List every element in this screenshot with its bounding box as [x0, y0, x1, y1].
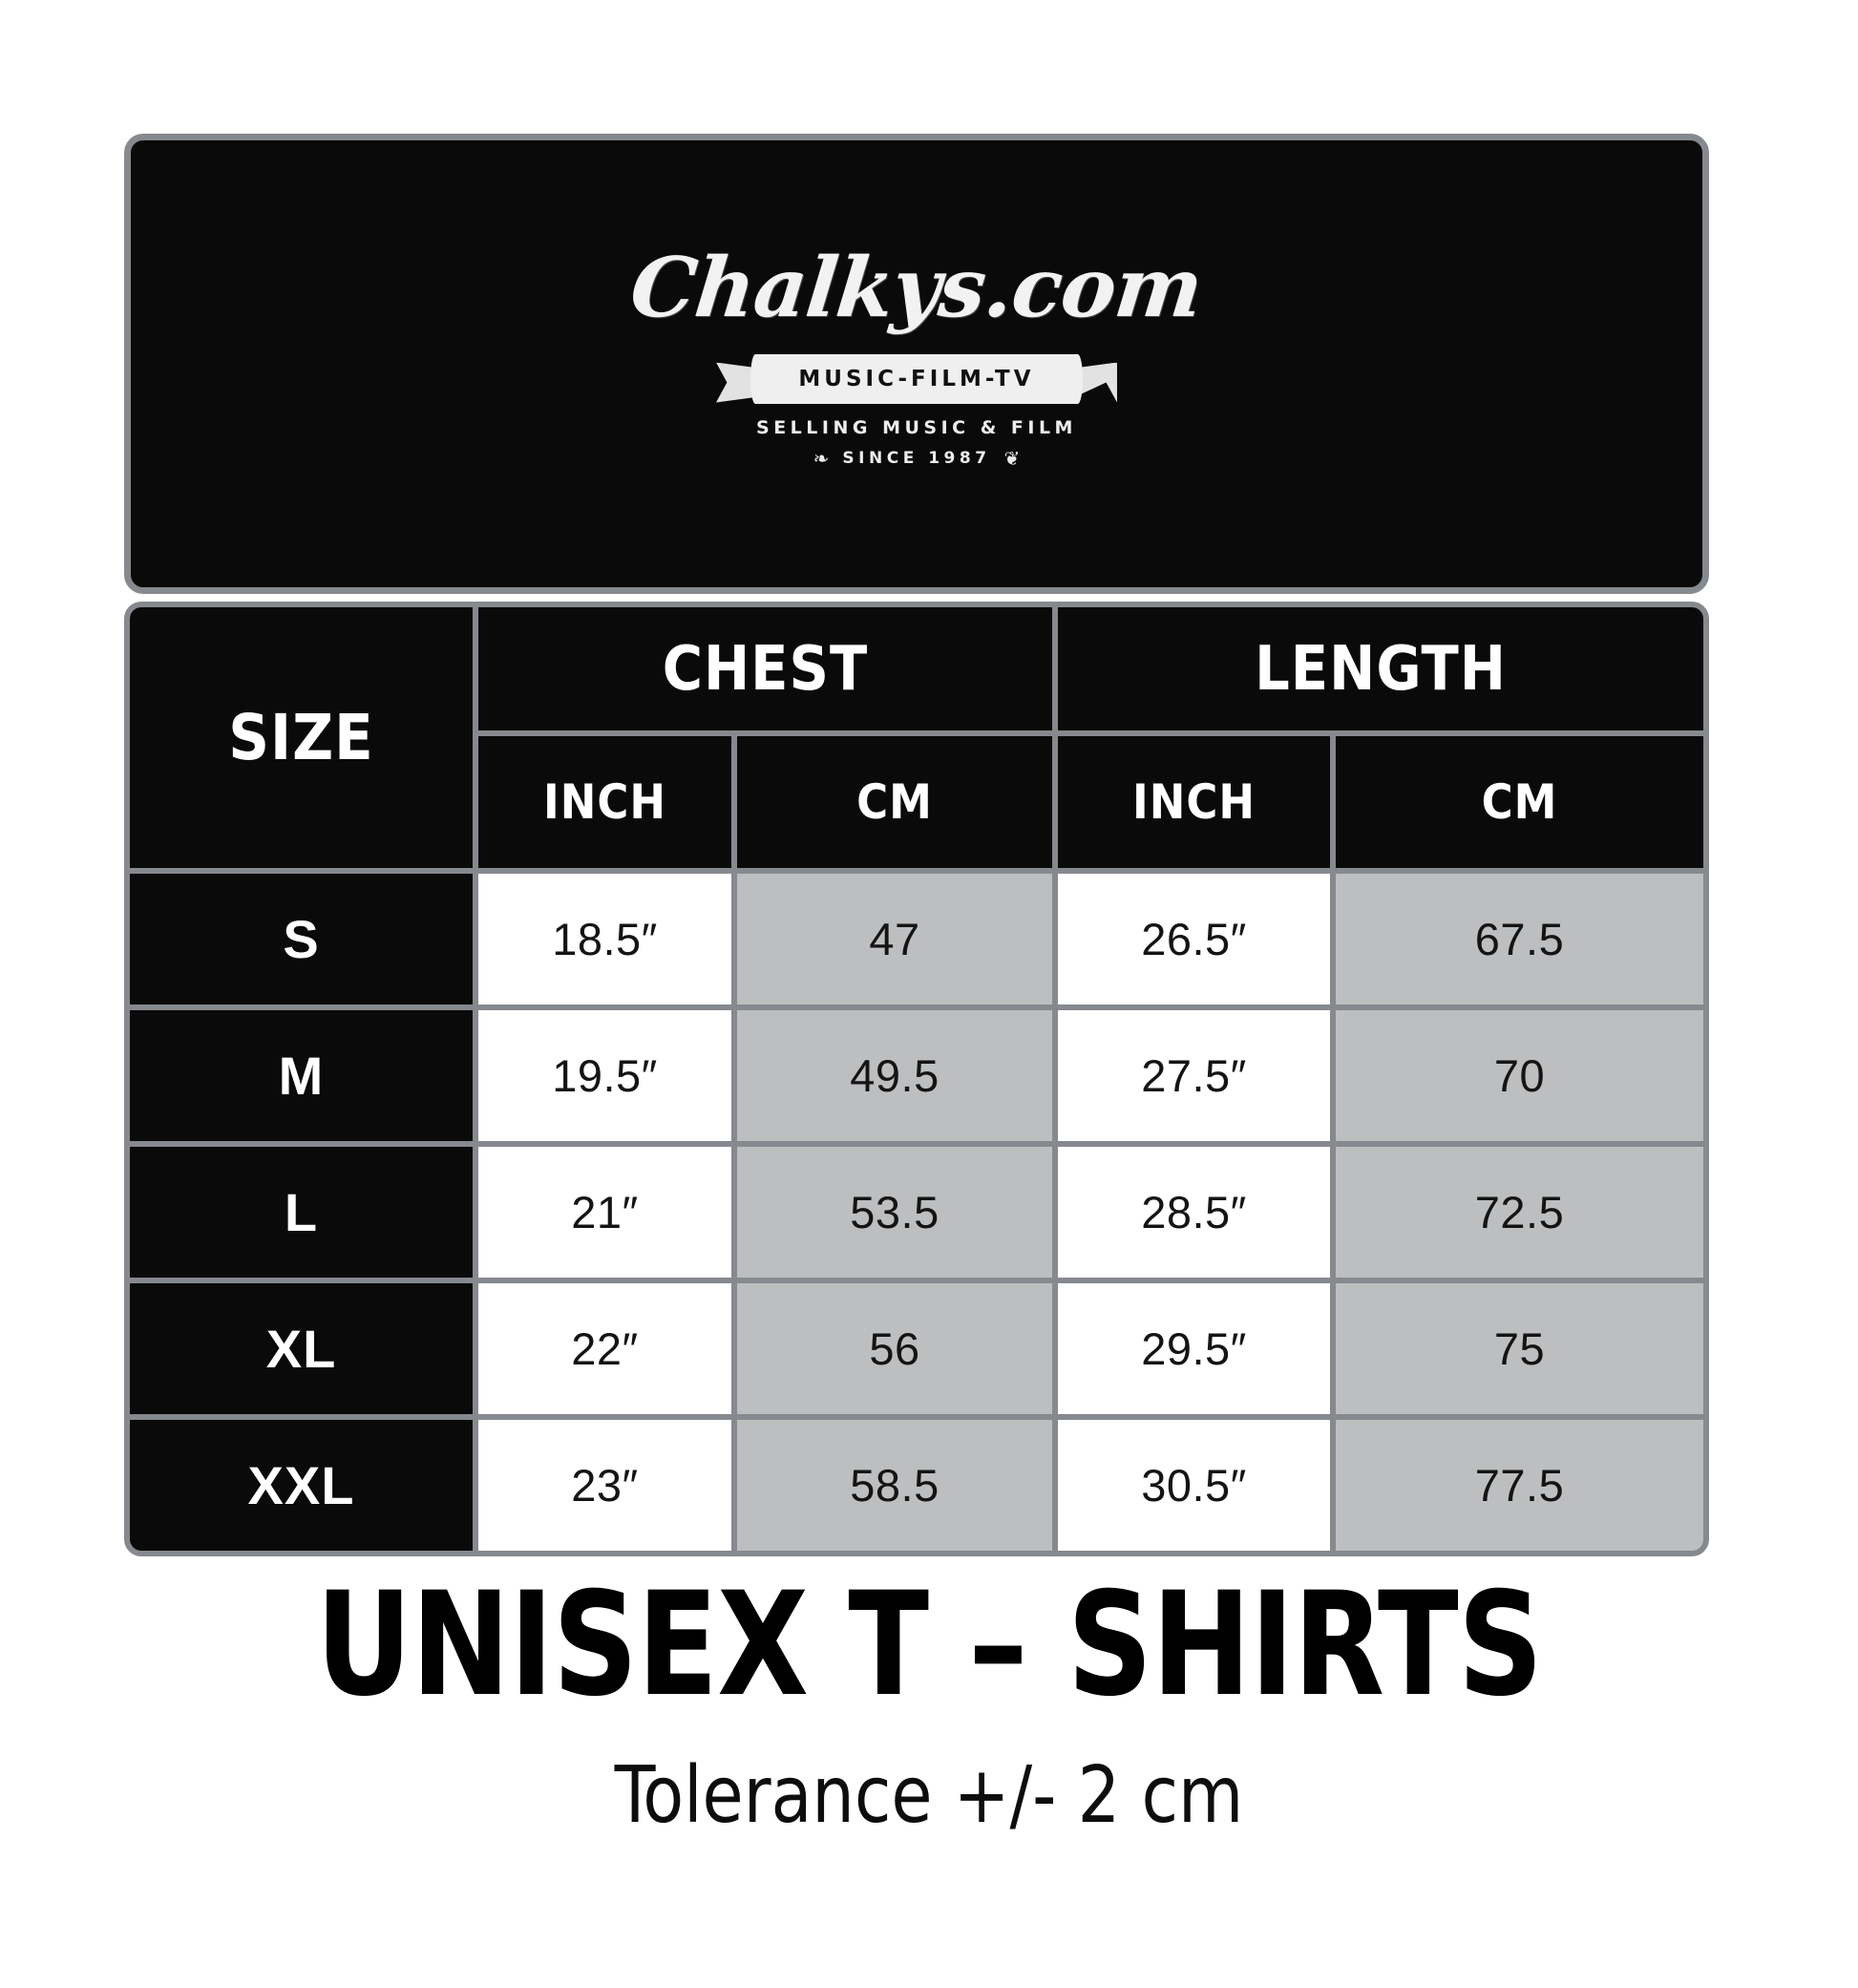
- table-cell-chest-cm: 47: [737, 874, 1052, 1005]
- brand-since-group: ❧ SINCE 1987 ❦: [813, 447, 1021, 470]
- size-table: SIZE CHEST LENGTH INCH CM INCH CM S 18.5…: [124, 602, 1709, 1556]
- table-cell-chest-cm: 49.5: [737, 1010, 1052, 1141]
- table-cell-length-inch: 28.5″: [1058, 1147, 1330, 1278]
- table-cell-chest-cm: 58.5: [737, 1420, 1052, 1551]
- table-cell-chest-inch: 21″: [478, 1147, 731, 1278]
- header-chest-inch: INCH: [478, 736, 731, 868]
- brand-logo-panel: Chalkys.com MUSIC-FILM-TV SELLING MUSIC …: [124, 134, 1709, 594]
- header-chest: CHEST: [478, 607, 1052, 730]
- table-cell-length-cm: 72.5: [1336, 1147, 1703, 1278]
- ribbon-label: MUSIC-FILM-TV: [798, 366, 1035, 391]
- tolerance-note: Tolerance +/- 2 cm: [614, 1750, 1244, 1841]
- table-row-size: S: [130, 874, 473, 1005]
- header-length: LENGTH: [1058, 607, 1703, 730]
- brand-since-label: SINCE 1987: [842, 448, 991, 468]
- flourish-left-icon: ❧: [813, 446, 830, 470]
- table-cell-length-cm: 70: [1336, 1010, 1703, 1141]
- brand-logo-group: Chalkys.com MUSIC-FILM-TV SELLING MUSIC …: [626, 240, 1207, 470]
- brand-wordmark: Chalkys.com: [626, 239, 1207, 336]
- table-row-size: M: [130, 1010, 473, 1141]
- header-length-cm: CM: [1336, 736, 1703, 868]
- header-chest-cm: CM: [737, 736, 1052, 868]
- table-cell-length-inch: 30.5″: [1058, 1420, 1330, 1551]
- table-cell-length-inch: 29.5″: [1058, 1283, 1330, 1414]
- table-row-size: L: [130, 1147, 473, 1278]
- header-length-inch: INCH: [1058, 736, 1330, 868]
- brand-tagline: SELLING MUSIC & FILM: [756, 416, 1077, 438]
- table-row-size: XXL: [130, 1420, 473, 1551]
- table-cell-chest-cm: 53.5: [737, 1147, 1052, 1278]
- table-cell-chest-inch: 18.5″: [478, 874, 731, 1005]
- page-title: UNISEX T – SHIRTS: [315, 1562, 1543, 1728]
- ribbon-body-shape: [750, 353, 1083, 404]
- table-cell-length-inch: 26.5″: [1058, 874, 1330, 1005]
- table-cell-chest-inch: 19.5″: [478, 1010, 731, 1141]
- table-cell-length-cm: 67.5: [1336, 874, 1703, 1005]
- table-row-size: XL: [130, 1283, 473, 1414]
- table-cell-length-cm: 75: [1336, 1283, 1703, 1414]
- table-cell-chest-cm: 56: [737, 1283, 1052, 1414]
- brand-ribbon: MUSIC-FILM-TV: [715, 353, 1117, 404]
- table-cell-chest-inch: 22″: [478, 1283, 731, 1414]
- table-cell-length-inch: 27.5″: [1058, 1010, 1330, 1141]
- table-cell-chest-inch: 23″: [478, 1420, 731, 1551]
- flourish-right-icon: ❦: [1003, 446, 1021, 470]
- table-cell-length-cm: 77.5: [1336, 1420, 1703, 1551]
- header-size: SIZE: [130, 607, 473, 868]
